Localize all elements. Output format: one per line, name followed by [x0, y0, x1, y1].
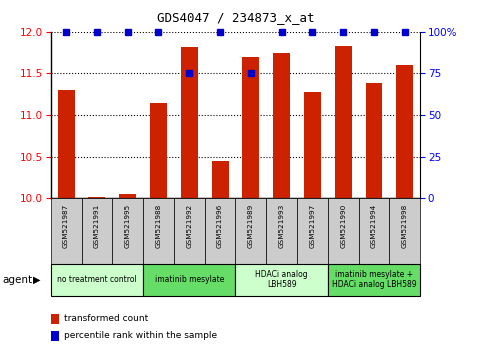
Text: GDS4047 / 234873_x_at: GDS4047 / 234873_x_at [156, 11, 314, 24]
Bar [150, 103, 167, 198]
Text: ▶: ▶ [33, 275, 41, 285]
Text: no treatment control: no treatment control [57, 275, 137, 284]
Text: GSM521990: GSM521990 [340, 204, 346, 248]
Text: GSM521994: GSM521994 [371, 204, 377, 248]
Text: percentile rank within the sample: percentile rank within the sample [64, 331, 217, 340]
Bar [273, 53, 290, 198]
Bar [236, 264, 328, 296]
Bar [328, 198, 358, 264]
Bar [51, 264, 143, 296]
Bar [112, 198, 143, 264]
Text: imatinib mesylate +
HDACi analog LBH589: imatinib mesylate + HDACi analog LBH589 [332, 270, 416, 289]
Bar [366, 84, 383, 198]
Text: GSM521989: GSM521989 [248, 204, 254, 248]
Bar [242, 57, 259, 198]
Bar [174, 198, 205, 264]
Bar [266, 198, 297, 264]
Bar [304, 92, 321, 198]
Text: transformed count: transformed count [64, 314, 148, 324]
Bar [358, 198, 389, 264]
Bar [212, 161, 228, 198]
Text: GSM521996: GSM521996 [217, 204, 223, 248]
Bar [143, 198, 174, 264]
Bar [143, 264, 236, 296]
Text: HDACi analog
LBH589: HDACi analog LBH589 [256, 270, 308, 289]
Text: GSM521993: GSM521993 [279, 204, 284, 248]
Text: GSM521992: GSM521992 [186, 204, 192, 248]
Bar [205, 198, 236, 264]
Text: GSM521998: GSM521998 [402, 204, 408, 248]
Text: GSM521995: GSM521995 [125, 204, 131, 248]
Text: imatinib mesylate: imatinib mesylate [155, 275, 224, 284]
Text: GSM521987: GSM521987 [63, 204, 69, 248]
Bar [82, 198, 112, 264]
Bar [57, 90, 74, 198]
Text: GSM521997: GSM521997 [310, 204, 315, 248]
Bar [328, 264, 420, 296]
Bar [397, 65, 413, 198]
Text: agent: agent [2, 275, 32, 285]
Bar [88, 196, 105, 198]
Text: GSM521988: GSM521988 [156, 204, 161, 248]
Bar [119, 194, 136, 198]
Bar [389, 198, 420, 264]
Bar [335, 46, 352, 198]
Bar [297, 198, 328, 264]
Text: GSM521991: GSM521991 [94, 204, 100, 248]
Bar [236, 198, 266, 264]
Bar [181, 47, 198, 198]
Bar [51, 198, 82, 264]
